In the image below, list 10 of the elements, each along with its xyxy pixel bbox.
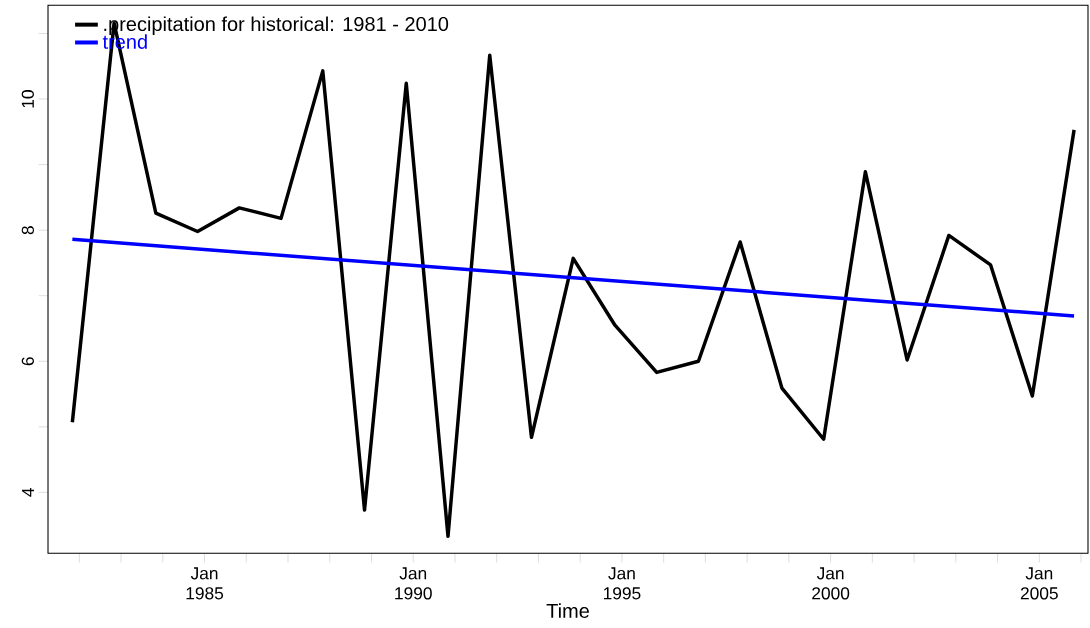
y-tick-label: 4 — [22, 488, 34, 497]
x-tick-label: Jan 2000 — [812, 567, 850, 600]
y-tick-label: 8 — [21, 226, 34, 235]
x-axis-title: Time — [546, 603, 589, 618]
y-tick-label: 10 — [21, 90, 34, 108]
x-tick-label: Jan 1985 — [186, 567, 224, 600]
x-tick-label: Jan 1990 — [395, 567, 432, 600]
x-tick-label: Jan 2005 — [1020, 567, 1058, 600]
x-tick-label: Jan 1995 — [603, 567, 641, 600]
y-tick-label: 6 — [21, 357, 34, 366]
